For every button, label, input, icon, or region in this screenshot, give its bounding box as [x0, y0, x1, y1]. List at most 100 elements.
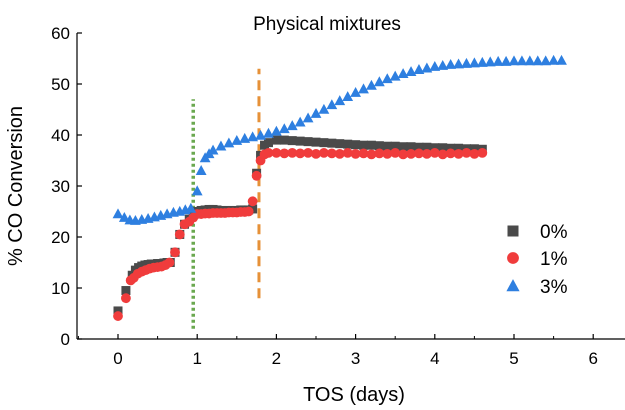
data-point — [445, 58, 457, 69]
data-point — [334, 148, 345, 159]
x-tick-label: 0 — [113, 349, 122, 368]
legend: 0% 1% 3% — [506, 222, 568, 298]
data-point — [278, 123, 290, 134]
data-point — [195, 165, 207, 175]
data-point — [350, 87, 361, 97]
data-point — [532, 55, 544, 66]
data-point — [350, 148, 361, 159]
x-tick-label: 6 — [588, 349, 597, 368]
y-tick-label: 0 — [61, 330, 70, 349]
series-1 — [113, 147, 488, 321]
data-point — [311, 148, 321, 159]
data-point — [295, 136, 305, 146]
data-point — [231, 134, 243, 145]
x-tick-label: 2 — [272, 349, 281, 368]
data-point — [429, 147, 440, 158]
y-tick-label: 50 — [51, 75, 70, 94]
data-point — [327, 138, 337, 148]
data-point — [271, 147, 282, 158]
data-point — [406, 142, 416, 152]
data-point — [113, 306, 123, 316]
data-point — [118, 211, 130, 222]
y-tick-label: 60 — [51, 24, 70, 43]
chart-title: Physical mixtures — [253, 14, 401, 35]
legend-marker — [507, 252, 519, 264]
data-point — [358, 148, 369, 159]
data-point — [398, 142, 408, 152]
data-point — [421, 62, 433, 73]
data-point — [469, 144, 479, 154]
data-point — [397, 68, 409, 79]
data-point — [263, 138, 273, 148]
data-point — [414, 142, 424, 152]
data-point — [271, 125, 282, 136]
data-point — [303, 147, 313, 158]
data-point — [500, 55, 512, 66]
legend-marker — [506, 279, 520, 292]
data-point — [121, 286, 131, 296]
data-point — [112, 208, 124, 219]
data-point — [279, 148, 290, 159]
data-point — [430, 143, 440, 153]
data-point — [271, 135, 281, 145]
data-point — [326, 99, 338, 110]
series-2 — [112, 54, 567, 225]
data-point — [374, 148, 385, 159]
data-point — [326, 148, 337, 159]
data-point — [287, 147, 298, 158]
data-point — [251, 170, 262, 181]
data-point — [113, 311, 123, 321]
data-point — [446, 143, 456, 153]
data-point — [358, 83, 369, 94]
data-point — [382, 141, 392, 151]
series-layer — [112, 54, 567, 321]
data-point — [414, 148, 424, 159]
data-point — [342, 147, 353, 158]
data-point — [247, 131, 259, 142]
data-point — [239, 132, 251, 143]
y-tick-label: 40 — [51, 126, 70, 145]
data-point — [255, 129, 266, 140]
data-point — [374, 141, 384, 151]
data-point — [351, 140, 361, 150]
data-point — [319, 138, 329, 148]
data-point — [164, 257, 175, 268]
x-tick-label: 5 — [509, 349, 518, 368]
data-point — [223, 137, 235, 148]
legend-label: 0% — [540, 222, 568, 243]
y-tick-label: 10 — [51, 279, 70, 298]
data-point — [461, 147, 472, 158]
data-point — [438, 143, 448, 153]
data-point — [382, 148, 393, 159]
data-point — [492, 55, 504, 66]
data-point — [461, 57, 472, 68]
data-point — [263, 147, 274, 158]
data-point — [389, 70, 401, 81]
data-point — [247, 196, 258, 207]
data-point — [453, 148, 464, 159]
data-point — [303, 137, 313, 147]
data-point — [174, 229, 185, 240]
data-point — [477, 147, 488, 158]
data-point — [295, 148, 306, 159]
data-point — [263, 127, 274, 138]
data-point — [508, 55, 520, 66]
legend-label: 1% — [540, 249, 568, 270]
data-point — [207, 144, 219, 155]
y-tick-label: 30 — [51, 177, 70, 196]
data-point — [516, 55, 528, 66]
data-point — [469, 148, 480, 159]
data-point — [342, 91, 354, 102]
data-point — [524, 55, 536, 66]
x-tick-label: 3 — [351, 349, 360, 368]
legend-label: 3% — [540, 277, 568, 298]
data-point — [406, 148, 416, 159]
data-point — [286, 120, 298, 131]
data-point — [381, 73, 393, 84]
data-point — [390, 147, 401, 158]
data-point — [366, 140, 376, 150]
data-point — [476, 56, 488, 67]
data-point — [390, 141, 400, 151]
data-point — [556, 54, 567, 65]
data-point — [319, 147, 329, 158]
